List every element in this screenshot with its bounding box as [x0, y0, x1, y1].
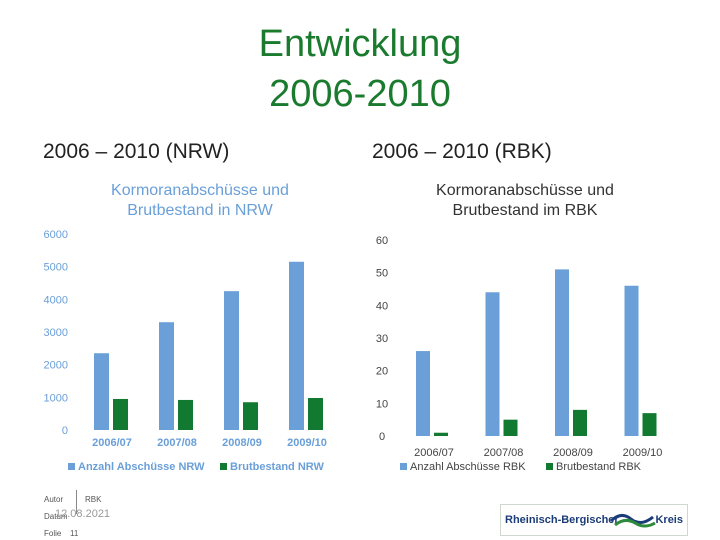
- nrw-legend-swatch: [68, 463, 75, 470]
- chart-title-nrw: Kormoranabschüsse und Brutbestand in NRW: [111, 182, 289, 219]
- rbk-bar-abschuesse: [624, 285, 639, 436]
- rbk-bar-abschuesse: [416, 351, 430, 436]
- nrw-bar-abschuesse: [159, 322, 174, 430]
- nrw-category-label: 2006/07: [92, 437, 132, 449]
- nrw-ytick-label: 3000: [44, 327, 68, 339]
- nrw-ytick-label: 0: [62, 425, 68, 437]
- slide-title-line1: Entwicklung: [258, 23, 462, 65]
- nrw-category-label: 2007/08: [157, 437, 197, 449]
- footer-author-value: RBK: [85, 495, 102, 504]
- subtitle-nrw: 2006 – 2010 (NRW): [43, 140, 230, 163]
- rbk-bar-brutbestand: [573, 409, 587, 436]
- nrw-ytick-label: 4000: [44, 294, 68, 306]
- footer-divider: [76, 490, 77, 514]
- rbk-legend-swatch: [546, 463, 553, 470]
- footer-slide-number: 11: [70, 529, 79, 538]
- rbk-ytick-label: 30: [376, 333, 388, 345]
- nrw-legend-label: Anzahl Abschüsse NRW: [78, 461, 205, 473]
- rbk-ytick-label: 10: [376, 398, 388, 410]
- nrw-legend-swatch: [220, 463, 227, 470]
- nrw-bar-abschuesse: [94, 353, 109, 430]
- nrw-bar-brutbestand: [243, 402, 258, 430]
- nrw-bar-abschuesse: [224, 291, 239, 430]
- rbk-bar-abschuesse: [485, 292, 500, 436]
- rbk-ytick-label: 40: [376, 300, 388, 312]
- nrw-bar-abschuesse: [289, 261, 304, 430]
- nrw-ytick-label: 5000: [44, 262, 68, 274]
- chart-title-rbk: Kormoranabschüsse und Brutbestand im RBK: [436, 182, 614, 219]
- rbk-ytick-label: 60: [376, 235, 388, 247]
- rbk-category-label: 2008/09: [553, 447, 593, 459]
- rbk-logo: Rheinisch-Bergischer Kreis: [500, 504, 688, 536]
- logo-text-kreis: Kreis: [655, 514, 683, 526]
- rbk-category-label: 2009/10: [623, 447, 663, 459]
- rbk-bar-abschuesse: [555, 269, 569, 436]
- logo-wave-icon: [609, 514, 656, 528]
- nrw-legend-label: Brutbestand NRW: [230, 461, 325, 473]
- footer-date-label: Datum: [44, 512, 68, 521]
- rbk-ytick-label: 0: [379, 431, 385, 443]
- rbk-category-label: 2007/08: [484, 447, 524, 459]
- nrw-ytick-label: 1000: [44, 392, 68, 404]
- nrw-category-label: 2009/10: [287, 437, 327, 449]
- nrw-bar-brutbestand: [113, 398, 128, 430]
- rbk-legend-label: Anzahl Abschüsse RBK: [410, 461, 526, 473]
- rbk-bar-brutbestand: [503, 419, 518, 436]
- rbk-bar-brutbestand: [434, 432, 448, 436]
- rbk-legend-swatch: [400, 463, 407, 470]
- nrw-ytick-label: 2000: [44, 360, 68, 372]
- nrw-bar-brutbestand: [178, 399, 193, 430]
- logo-text: Rheinisch-Bergischer: [505, 514, 619, 526]
- nrw-bar-brutbestand: [308, 397, 323, 430]
- rbk-ytick-label: 50: [376, 268, 388, 280]
- slide-title-line2: 2006-2010: [269, 73, 451, 115]
- rbk-bar-brutbestand: [642, 413, 657, 436]
- rbk-legend-label: Brutbestand RBK: [556, 461, 642, 473]
- rbk-category-label: 2006/07: [414, 447, 454, 459]
- nrw-ytick-label: 6000: [44, 229, 68, 241]
- footer-date-value: 12.08.2021: [55, 508, 111, 520]
- subtitle-rbk: 2006 – 2010 (RBK): [372, 140, 552, 163]
- footer-slide-label: Folie: [44, 529, 62, 538]
- rbk-ytick-label: 20: [376, 366, 388, 378]
- footer-author-label: Autor: [44, 495, 64, 504]
- nrw-category-label: 2008/09: [222, 437, 262, 449]
